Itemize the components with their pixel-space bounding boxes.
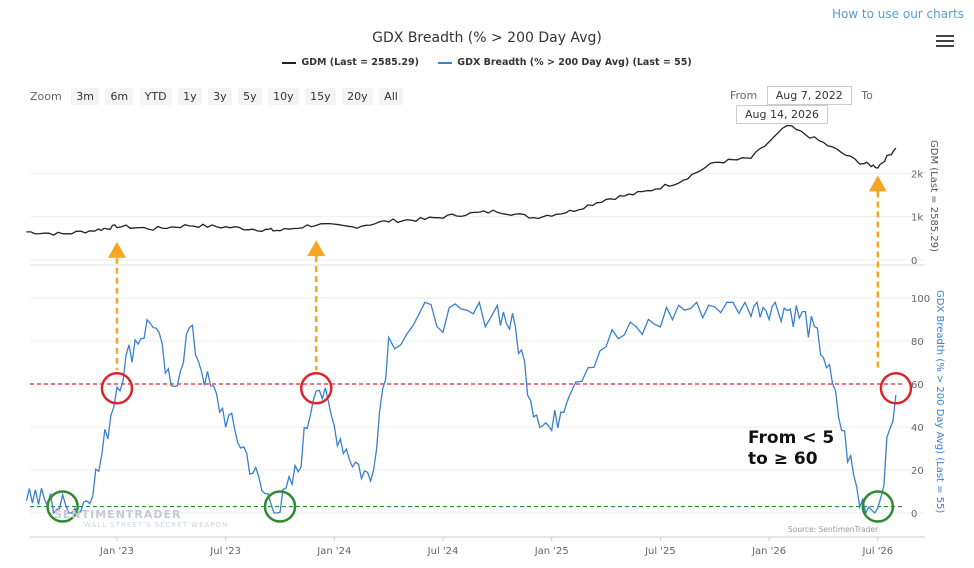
x-tick-label: Jul '24 [427, 546, 459, 557]
x-tick-label: Jul '23 [209, 546, 241, 557]
signal-circle-green [46, 490, 79, 523]
hamburger-menu-icon[interactable] [936, 35, 954, 49]
signal-circle-red [879, 372, 913, 405]
source-label: Source: SentimenTrader [788, 525, 879, 534]
gdm-series-line [26, 124, 897, 236]
x-tick-label: Jul '26 [861, 546, 893, 557]
y-tick-upper: 0 [911, 256, 917, 267]
zoom-button-5y[interactable]: 5y [238, 88, 262, 105]
signal-circle-red [299, 372, 333, 405]
zoom-button-6m[interactable]: 6m [105, 88, 134, 105]
y-tick-lower: 0 [911, 509, 917, 520]
zoom-button-ytd[interactable]: YTD [139, 88, 172, 105]
zoom-button-all[interactable]: All [379, 88, 403, 105]
zoom-button-3m[interactable]: 3m [71, 88, 99, 105]
chart-legend: GDM (Last = 2585.29) GDX Breadth (% > 20… [0, 57, 974, 68]
legend-label-gdm: GDM (Last = 2585.29) [301, 57, 419, 68]
legend-item-breadth[interactable]: GDX Breadth (% > 200 Day Avg) (Last = 55… [438, 57, 692, 68]
y-tick-lower: 20 [911, 466, 924, 477]
y-tick-lower: 80 [911, 337, 924, 348]
legend-swatch-gdm [282, 61, 297, 64]
x-tick-label: Jan '26 [751, 546, 786, 557]
annotation-text: From < 5 to ≥ 60 [748, 428, 835, 470]
chart-title: GDX Breadth (% > 200 Day Avg) [372, 30, 602, 46]
to-label: To [861, 89, 873, 102]
date-range-bar: From Aug 7, 2022 To Aug 14, 2026 [730, 86, 974, 124]
x-tick-label: Jul '25 [644, 546, 676, 557]
y-tick-lower: 60 [911, 380, 924, 391]
legend-item-gdm[interactable]: GDM (Last = 2585.29) [282, 57, 419, 68]
signal-circle-red [100, 372, 134, 405]
zoom-label: Zoom [30, 90, 62, 103]
x-tick-label: Jan '25 [534, 546, 569, 557]
watermark-logo: SENTIMENTRADER [54, 508, 182, 521]
y-tick-upper: 1k [911, 213, 923, 224]
zoom-button-10y[interactable]: 10y [268, 88, 299, 105]
signal-circle-green [263, 490, 297, 523]
breadth-series-line [25, 300, 897, 515]
legend-label-breadth: GDX Breadth (% > 200 Day Avg) (Last = 55… [457, 57, 692, 68]
to-date-input[interactable]: Aug 14, 2026 [736, 105, 828, 124]
y-tick-upper: 2k [911, 169, 923, 180]
up-arrow-icon [307, 240, 326, 257]
zoom-button-20y[interactable]: 20y [342, 88, 373, 105]
y-axis-title-upper: GDM (Last = 2585.29) [928, 140, 939, 252]
zoom-bar: Zoom 3m 6m YTD 1y 3y 5y 10y 15y 20y All [30, 88, 406, 105]
zoom-button-3y[interactable]: 3y [208, 88, 232, 105]
x-tick-label: Jan '23 [99, 546, 134, 557]
y-tick-lower: 40 [911, 423, 924, 434]
zoom-button-1y[interactable]: 1y [178, 88, 202, 105]
signal-circle-green [861, 490, 895, 523]
how-to-use-link[interactable]: How to use our charts [831, 7, 964, 21]
up-arrow-icon [868, 175, 887, 192]
y-axis-title-lower: GDX Breadth (% > 200 Day Avg) (Last = 55… [934, 290, 945, 513]
x-tick-label: Jan '24 [316, 546, 351, 557]
zoom-button-15y[interactable]: 15y [305, 88, 336, 105]
watermark-tagline: WALL STREET'S SECRET WEAPON [84, 521, 229, 529]
from-label: From [730, 89, 758, 102]
up-arrow-icon [107, 241, 126, 258]
y-tick-lower: 100 [911, 294, 930, 305]
legend-swatch-breadth [438, 61, 453, 64]
